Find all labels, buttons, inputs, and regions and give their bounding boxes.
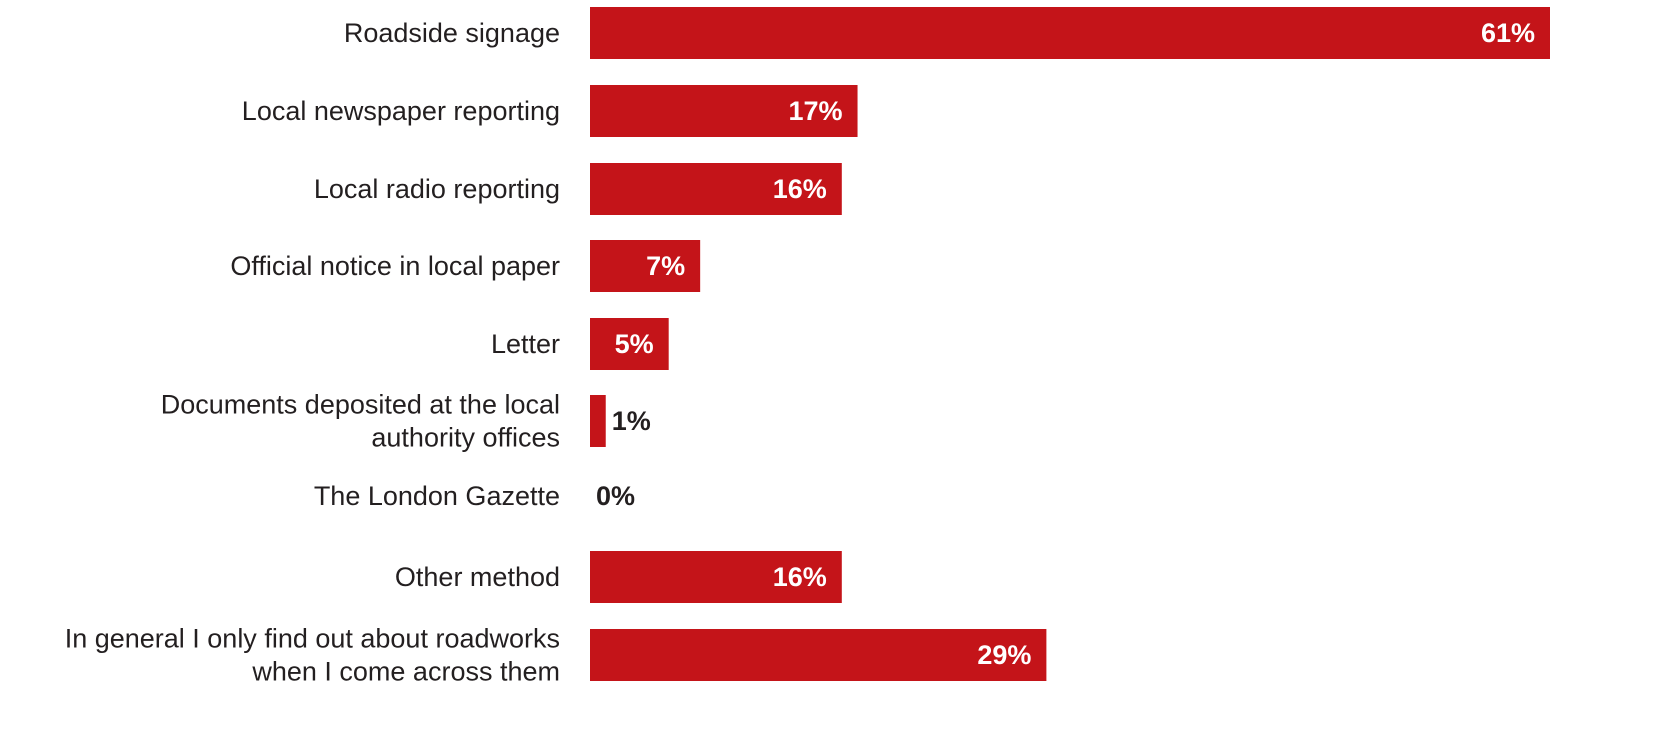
value-label: 7% — [646, 251, 685, 281]
category-label-line: Roadside signage — [344, 18, 560, 48]
value-label: 0% — [596, 481, 635, 511]
category-label-line: Local radio reporting — [314, 174, 560, 204]
category-label: Documents deposited at the local authorit… — [161, 390, 560, 453]
bars — [590, 7, 1550, 681]
value-label: 5% — [615, 329, 654, 359]
value-label: 16% — [773, 562, 827, 592]
category-labels: Roadside signage Local newspaper reportin… — [65, 18, 560, 687]
bar — [590, 163, 842, 215]
bar — [590, 629, 1047, 681]
value-label: 16% — [773, 174, 827, 204]
category-label: Local radio reporting — [314, 174, 560, 204]
category-label: Local newspaper reporting — [242, 96, 560, 126]
bar — [590, 85, 858, 137]
category-label: Official notice in local paper — [230, 251, 560, 281]
bar — [590, 551, 842, 603]
bar — [590, 318, 669, 370]
category-label: In general I only find out about roadwor… — [65, 624, 560, 687]
category-label-line: Documents deposited at the local — [161, 390, 560, 420]
category-label: Roadside signage — [344, 18, 560, 48]
value-label: 17% — [788, 96, 842, 126]
bar — [590, 240, 701, 292]
category-label-line: when I come across them — [251, 657, 560, 687]
value-label: 61% — [1481, 18, 1535, 48]
category-label-line: Local newspaper reporting — [242, 96, 560, 126]
category-label: Other method — [395, 562, 560, 592]
category-label: The London Gazette — [314, 481, 560, 511]
category-label-line: Other method — [395, 562, 560, 592]
bar — [590, 7, 1550, 59]
value-label: 29% — [977, 640, 1031, 670]
value-label: 1% — [612, 406, 651, 436]
bar — [590, 395, 606, 447]
category-label-line: authority offices — [371, 423, 560, 453]
value-labels: 61% 17% 16% 7% 5% 1% 0% 16% 29% — [596, 18, 1535, 670]
category-label-line: In general I only find out about roadwor… — [65, 624, 560, 654]
category-label-line: The London Gazette — [314, 481, 560, 511]
category-label-line: Official notice in local paper — [230, 251, 560, 281]
category-label-line: Letter — [491, 329, 560, 359]
category-label: Letter — [491, 329, 560, 359]
